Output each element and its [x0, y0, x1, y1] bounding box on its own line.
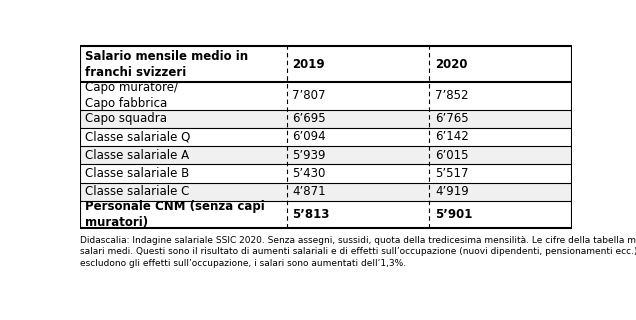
Bar	[80, 46, 572, 82]
Text: 6’765: 6’765	[436, 112, 469, 125]
Bar	[80, 128, 572, 146]
Bar	[80, 201, 572, 228]
Bar	[80, 82, 572, 110]
Text: Classe salariale B: Classe salariale B	[85, 167, 190, 180]
Text: 5’430: 5’430	[293, 167, 326, 180]
Text: 7’807: 7’807	[293, 89, 326, 102]
Text: Classe salariale C: Classe salariale C	[85, 185, 190, 198]
Text: 6’695: 6’695	[293, 112, 326, 125]
Text: 5’939: 5’939	[293, 149, 326, 162]
Bar	[80, 182, 572, 201]
Text: 2019: 2019	[293, 58, 325, 70]
Text: 5’901: 5’901	[436, 208, 473, 221]
Text: 2020: 2020	[436, 58, 468, 70]
Text: Capo squadra: Capo squadra	[85, 112, 167, 125]
Text: Salario mensile medio in
franchi svizzeri: Salario mensile medio in franchi svizzer…	[85, 50, 249, 78]
Text: Personale CNM (senza capi
muratori): Personale CNM (senza capi muratori)	[85, 200, 265, 229]
Text: 6’142: 6’142	[436, 131, 469, 143]
Text: Classe salariale A: Classe salariale A	[85, 149, 190, 162]
Text: Classe salariale Q: Classe salariale Q	[85, 131, 191, 143]
Bar	[80, 110, 572, 128]
Text: Capo muratore/
Capo fabbrica: Capo muratore/ Capo fabbrica	[85, 81, 179, 110]
Text: 6’094: 6’094	[293, 131, 326, 143]
Text: 4’919: 4’919	[436, 185, 469, 198]
Bar	[80, 146, 572, 164]
Text: Didascalia: Indagine salariale SSIC 2020. Senza assegni, sussidi, quota della tr: Didascalia: Indagine salariale SSIC 2020…	[80, 236, 636, 268]
Bar	[80, 164, 572, 182]
Text: 5’813: 5’813	[293, 208, 330, 221]
Text: 4’871: 4’871	[293, 185, 326, 198]
Text: 6’015: 6’015	[436, 149, 469, 162]
Text: 7’852: 7’852	[436, 89, 469, 102]
Text: 5’517: 5’517	[436, 167, 469, 180]
